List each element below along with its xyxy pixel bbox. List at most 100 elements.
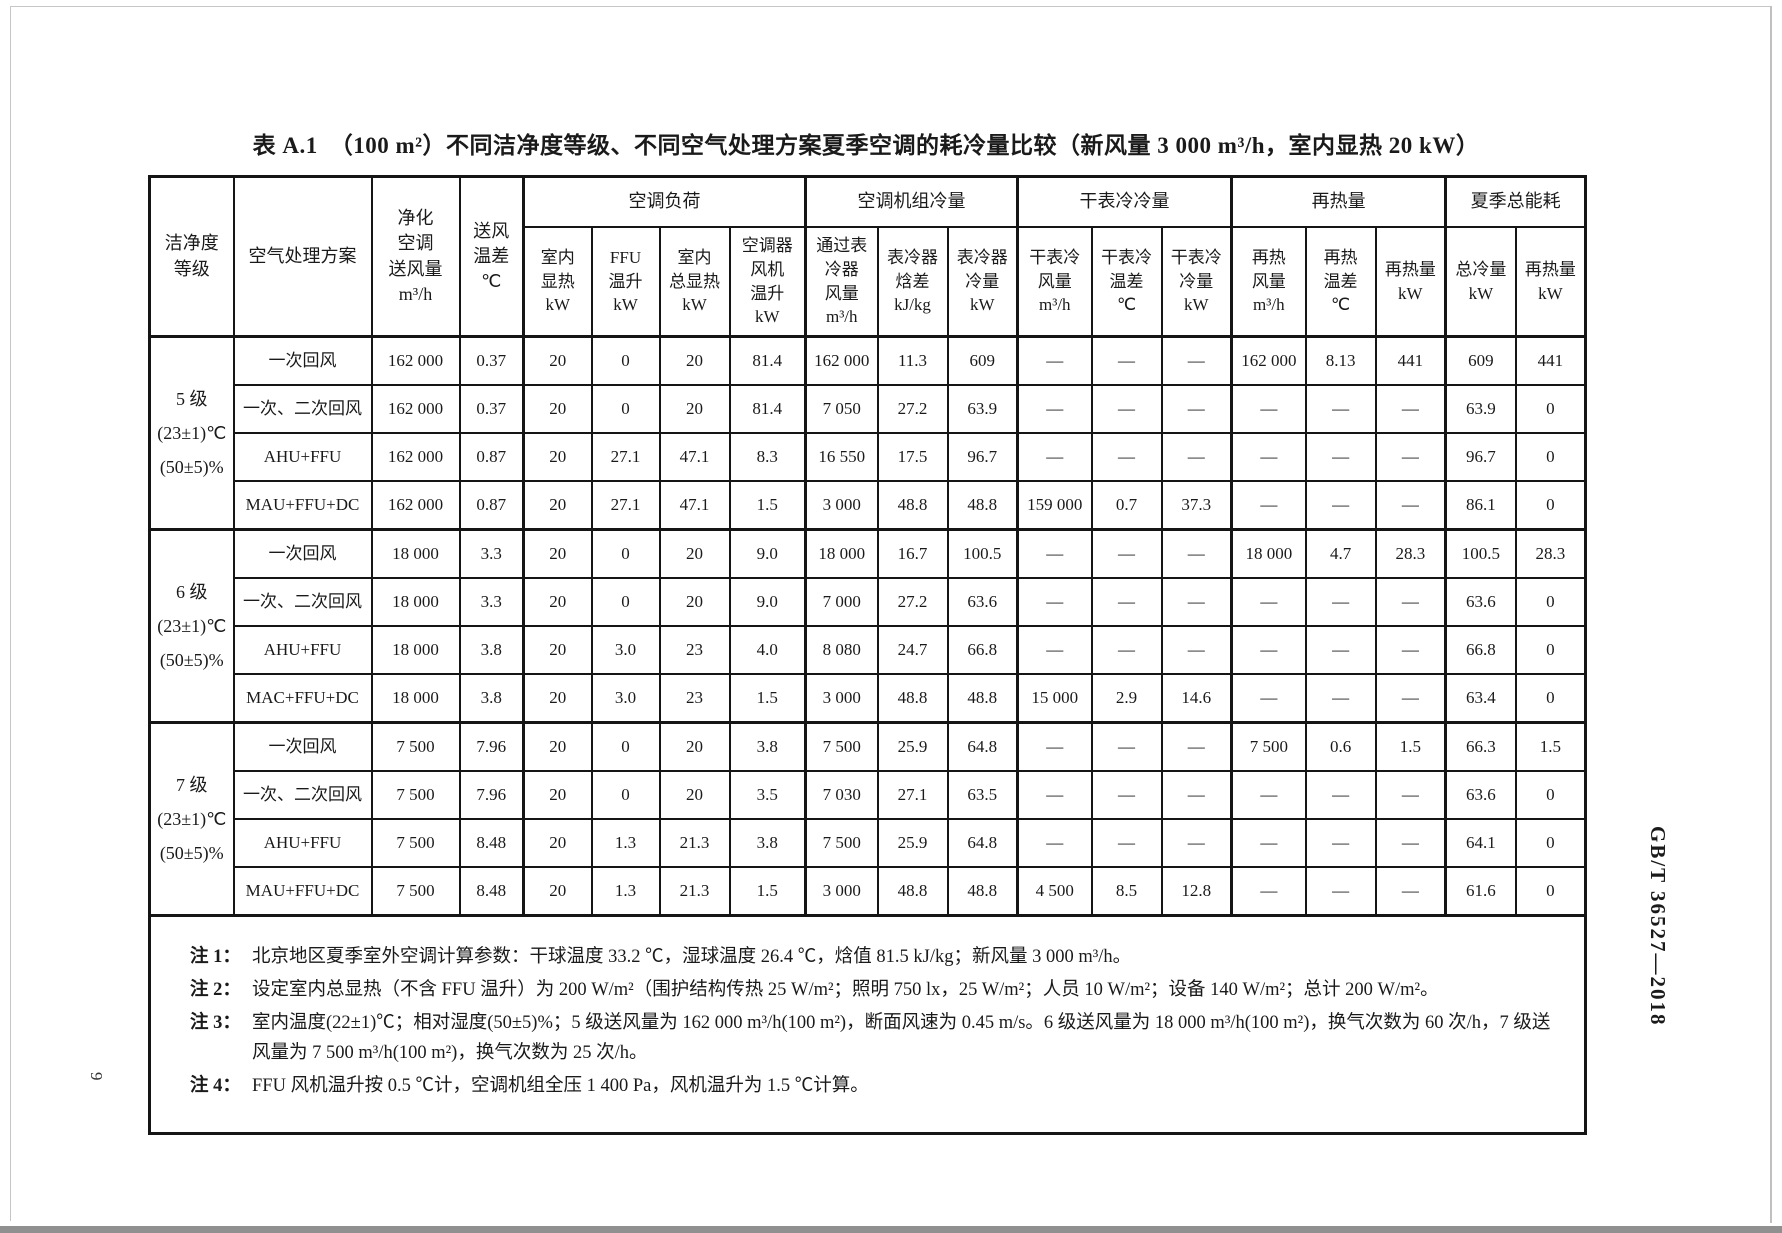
col-subheader: 再热量 kW [1374, 226, 1447, 338]
scheme-cell: 一次回风 [232, 528, 373, 579]
value-cell: — [1016, 335, 1093, 386]
value-cell: 25.9 [876, 818, 949, 868]
value-cell: — [1374, 432, 1447, 482]
value-cell: — [1304, 818, 1377, 868]
value-cell: 0 [1514, 577, 1587, 627]
note-text: 设定室内总显热（不含 FFU 温升）为 200 W/m²（围护结构传热 25 W… [252, 979, 1439, 1000]
value-cell: 64.8 [946, 818, 1019, 868]
value-cell: 63.9 [1444, 384, 1517, 434]
value-cell: 100.5 [1444, 528, 1517, 579]
scheme-cell: AHU+FFU [232, 818, 373, 868]
value-cell: 1.3 [590, 866, 661, 917]
value-cell: 3 000 [804, 866, 879, 917]
value-cell: 441 [1374, 335, 1447, 386]
value-cell: — [1016, 528, 1093, 579]
value-cell: — [1374, 384, 1447, 434]
value-cell: 20 [522, 770, 593, 820]
value-cell: 20 [522, 818, 593, 868]
value-cell: 63.6 [946, 577, 1019, 627]
value-cell: 3.5 [728, 770, 807, 820]
value-cell: 7 500 [370, 721, 461, 772]
scheme-cell: AHU+FFU [232, 625, 373, 675]
value-cell: — [1160, 528, 1233, 579]
col-subheader: FFU 温升 kW [590, 226, 661, 338]
col-header: 净化 空调 送风量 m³/h [370, 175, 461, 338]
table-container: 洁净度 等级 空气处理方案 净化 空调 送风量 m³/h 送风 温差 ℃ 空调负荷 空调机… [148, 175, 1588, 1135]
value-cell: 18 000 [370, 625, 461, 675]
value-cell: 16 550 [804, 432, 879, 482]
table-row: 7 级 (23±1)℃ (50±5)% 一次回风 7 500 7.96 20 0 20 3.8… [148, 721, 1587, 917]
value-cell: — [1230, 432, 1307, 482]
value-cell: 1.5 [728, 480, 807, 531]
value-cell: 3.8 [728, 721, 807, 772]
value-cell: — [1230, 866, 1307, 917]
cleanliness-group-label: 5 级 (23±1)℃ (50±5)% [148, 335, 235, 531]
value-cell: 0 [590, 528, 661, 579]
value-cell: 8.5 [1090, 866, 1163, 917]
value-cell: — [1304, 673, 1377, 724]
value-cell: — [1304, 384, 1377, 434]
value-cell: — [1160, 577, 1233, 627]
scheme-cell: 一次回风 [232, 335, 373, 386]
table-row: 5 级 (23±1)℃ (50±5)% 一次回风 162 000 0.37 20 0 20 8… [148, 335, 1587, 531]
scheme-cell: MAU+FFU+DC [232, 480, 373, 531]
value-cell: 61.6 [1444, 866, 1517, 917]
value-cell: 20 [658, 384, 731, 434]
col-subheader: 再热量 kW [1514, 226, 1587, 338]
value-cell: — [1230, 625, 1307, 675]
col-subheader: 室内 总显热 kW [658, 226, 731, 338]
value-cell: 4 500 [1016, 866, 1093, 917]
value-cell: — [1160, 818, 1233, 868]
col-subheader: 干表冷 风量 m³/h [1016, 226, 1093, 338]
col-subheader: 干表冷 冷量 kW [1160, 226, 1233, 338]
value-cell: — [1160, 721, 1233, 772]
value-cell: 48.8 [946, 866, 1019, 917]
col-subheader: 表冷器 冷量 kW [946, 226, 1019, 338]
value-cell: 609 [1444, 335, 1517, 386]
value-cell: 20 [522, 384, 593, 434]
value-cell: 20 [522, 577, 593, 627]
col-subheader: 再热 风量 m³/h [1230, 226, 1307, 338]
value-cell: — [1160, 335, 1233, 386]
value-cell: 1.3 [590, 818, 661, 868]
value-cell: 0 [1514, 673, 1587, 724]
value-cell: 0 [590, 770, 661, 820]
value-cell: 96.7 [1444, 432, 1517, 482]
value-cell: 23 [658, 625, 731, 675]
value-cell: 0 [590, 335, 661, 386]
notes-box: 注 1： 北京地区夏季室外空调计算参数：干球温度 33.2 ℃，湿球温度 26.4… [152, 918, 1583, 1130]
value-cell: — [1090, 384, 1163, 434]
value-cell: 20 [522, 673, 593, 724]
value-cell: 15 000 [1016, 673, 1093, 724]
value-cell: 20 [522, 480, 593, 531]
table-row: 6 级 (23±1)℃ (50±5)% 一次回风 18 000 3.3 20 0 20 9.0… [148, 528, 1587, 724]
value-cell: 159 000 [1016, 480, 1093, 531]
table-note: 注 4： FFU 风机温升按 0.5 ℃计，空调机组全压 1 400 Pa，风机温… [190, 1072, 1553, 1102]
value-cell: 3.3 [458, 528, 525, 579]
value-cell: 14.6 [1160, 673, 1233, 724]
cleanliness-group-label: 7 级 (23±1)℃ (50±5)% [148, 721, 235, 917]
value-cell: 3.8 [728, 818, 807, 868]
value-cell: 7 000 [804, 577, 879, 627]
value-cell: 441 [1514, 335, 1587, 386]
scheme-cell: MAU+FFU+DC [232, 866, 373, 917]
value-cell: 63.6 [1444, 770, 1517, 820]
value-cell: 0 [1514, 384, 1587, 434]
value-cell: — [1016, 577, 1093, 627]
table-row: AHU+FFU 18 000 3.8 20 3.0 23 4.0 8 080 24.7 66.8—… [150, 625, 1587, 675]
value-cell: 20 [522, 528, 593, 579]
value-cell: 17.5 [876, 432, 949, 482]
value-cell: 18 000 [804, 528, 879, 579]
value-cell: 3.0 [590, 673, 661, 724]
value-cell: 3.8 [458, 673, 525, 724]
value-cell: 21.3 [658, 866, 731, 917]
value-cell: — [1016, 818, 1093, 868]
standard-number-label: GB/T 36527—2018 [1646, 826, 1670, 1027]
value-cell: 7 500 [804, 818, 879, 868]
value-cell: — [1090, 577, 1163, 627]
col-subheader: 通过表 冷器 风量 m³/h [804, 226, 879, 338]
value-cell: 21.3 [658, 818, 731, 868]
value-cell: 24.7 [876, 625, 949, 675]
scan-edge-right [1770, 6, 1772, 1223]
